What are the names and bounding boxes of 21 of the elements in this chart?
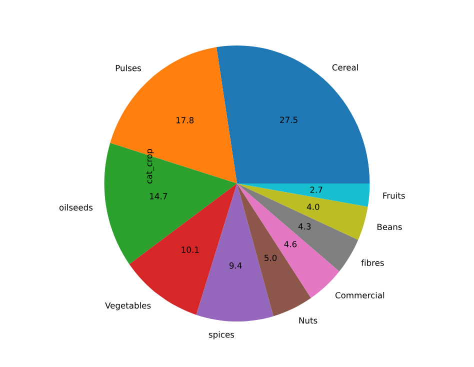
data-label: 4.6: [284, 240, 297, 248]
slice-label: Cereal: [332, 64, 358, 71]
data-label: 14.7: [150, 193, 167, 200]
data-label: 4.3: [298, 223, 311, 230]
slice-label: Vegetables: [105, 302, 151, 310]
slice-label: oilseeds: [59, 204, 93, 211]
slice-label: Beans: [378, 224, 402, 230]
text: cat_crop: [146, 149, 154, 184]
slice-label: spices: [208, 331, 234, 340]
data-label: 27.5: [280, 116, 298, 124]
data-label: 4.0: [306, 204, 320, 210]
slice-label: Nuts: [299, 317, 318, 324]
data-label: 9.4: [230, 262, 242, 269]
slice-label: Fruits: [383, 192, 405, 199]
data-label: 2.7: [310, 186, 322, 193]
data-label: 17.8: [176, 117, 194, 124]
slice-label: Pulses: [116, 64, 141, 72]
slice-label: Commercial: [335, 292, 384, 298]
data-label: 5.0: [264, 254, 277, 262]
slice-label: fibres: [361, 260, 384, 266]
data-label: 10.1: [182, 246, 199, 253]
